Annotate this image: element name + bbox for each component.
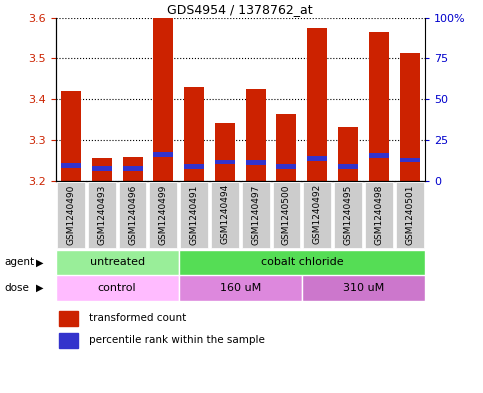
Text: GSM1240494: GSM1240494 [220, 184, 229, 244]
Bar [153, 18, 173, 181]
FancyBboxPatch shape [365, 182, 393, 248]
Bar [59, 311, 78, 326]
FancyBboxPatch shape [149, 182, 177, 248]
Bar [184, 164, 204, 169]
Text: 160 uM: 160 uM [220, 283, 261, 293]
Text: GSM1240491: GSM1240491 [190, 184, 199, 244]
FancyBboxPatch shape [396, 182, 424, 248]
FancyBboxPatch shape [179, 250, 425, 275]
FancyBboxPatch shape [272, 182, 300, 248]
FancyBboxPatch shape [242, 182, 270, 248]
Text: transformed count: transformed count [89, 313, 186, 323]
Bar [399, 158, 420, 162]
Text: cobalt chloride: cobalt chloride [260, 257, 343, 267]
Bar [276, 114, 297, 181]
Bar [215, 160, 235, 164]
Bar [246, 89, 266, 181]
Bar [184, 87, 204, 181]
Text: GSM1240495: GSM1240495 [343, 184, 353, 244]
Text: GSM1240490: GSM1240490 [67, 184, 75, 244]
Bar [246, 160, 266, 165]
Text: dose: dose [5, 283, 30, 293]
Text: GSM1240500: GSM1240500 [282, 184, 291, 245]
Bar [369, 32, 389, 181]
FancyBboxPatch shape [56, 250, 179, 275]
Bar [399, 53, 420, 181]
Bar [61, 163, 81, 168]
Bar [123, 166, 142, 171]
FancyBboxPatch shape [211, 182, 239, 248]
Bar [123, 157, 142, 181]
Bar [215, 123, 235, 181]
Bar [307, 28, 327, 181]
FancyBboxPatch shape [57, 182, 85, 248]
Bar [369, 153, 389, 158]
Bar [92, 166, 112, 171]
Text: GSM1240501: GSM1240501 [405, 184, 414, 245]
FancyBboxPatch shape [119, 182, 146, 248]
Text: 310 uM: 310 uM [343, 283, 384, 293]
Title: GDS4954 / 1378762_at: GDS4954 / 1378762_at [168, 4, 313, 17]
Bar [338, 164, 358, 169]
Text: agent: agent [5, 257, 35, 267]
Text: percentile rank within the sample: percentile rank within the sample [89, 335, 265, 345]
Text: GSM1240498: GSM1240498 [374, 184, 384, 244]
Bar [153, 152, 173, 157]
Text: ▶: ▶ [36, 283, 44, 293]
Text: GSM1240497: GSM1240497 [251, 184, 260, 244]
Text: GSM1240499: GSM1240499 [159, 184, 168, 244]
Bar [61, 91, 81, 181]
FancyBboxPatch shape [303, 182, 331, 248]
FancyBboxPatch shape [88, 182, 115, 248]
FancyBboxPatch shape [180, 182, 208, 248]
Text: untreated: untreated [89, 257, 145, 267]
FancyBboxPatch shape [179, 275, 302, 301]
FancyBboxPatch shape [334, 182, 362, 248]
Bar [276, 164, 297, 169]
Bar [338, 127, 358, 181]
Text: GSM1240496: GSM1240496 [128, 184, 137, 244]
Bar [59, 333, 78, 348]
Text: ▶: ▶ [36, 257, 44, 267]
FancyBboxPatch shape [56, 275, 179, 301]
Bar [307, 156, 327, 161]
Bar [92, 158, 112, 181]
Text: GSM1240493: GSM1240493 [97, 184, 106, 244]
Text: control: control [98, 283, 136, 293]
FancyBboxPatch shape [302, 275, 425, 301]
Text: GSM1240492: GSM1240492 [313, 184, 322, 244]
